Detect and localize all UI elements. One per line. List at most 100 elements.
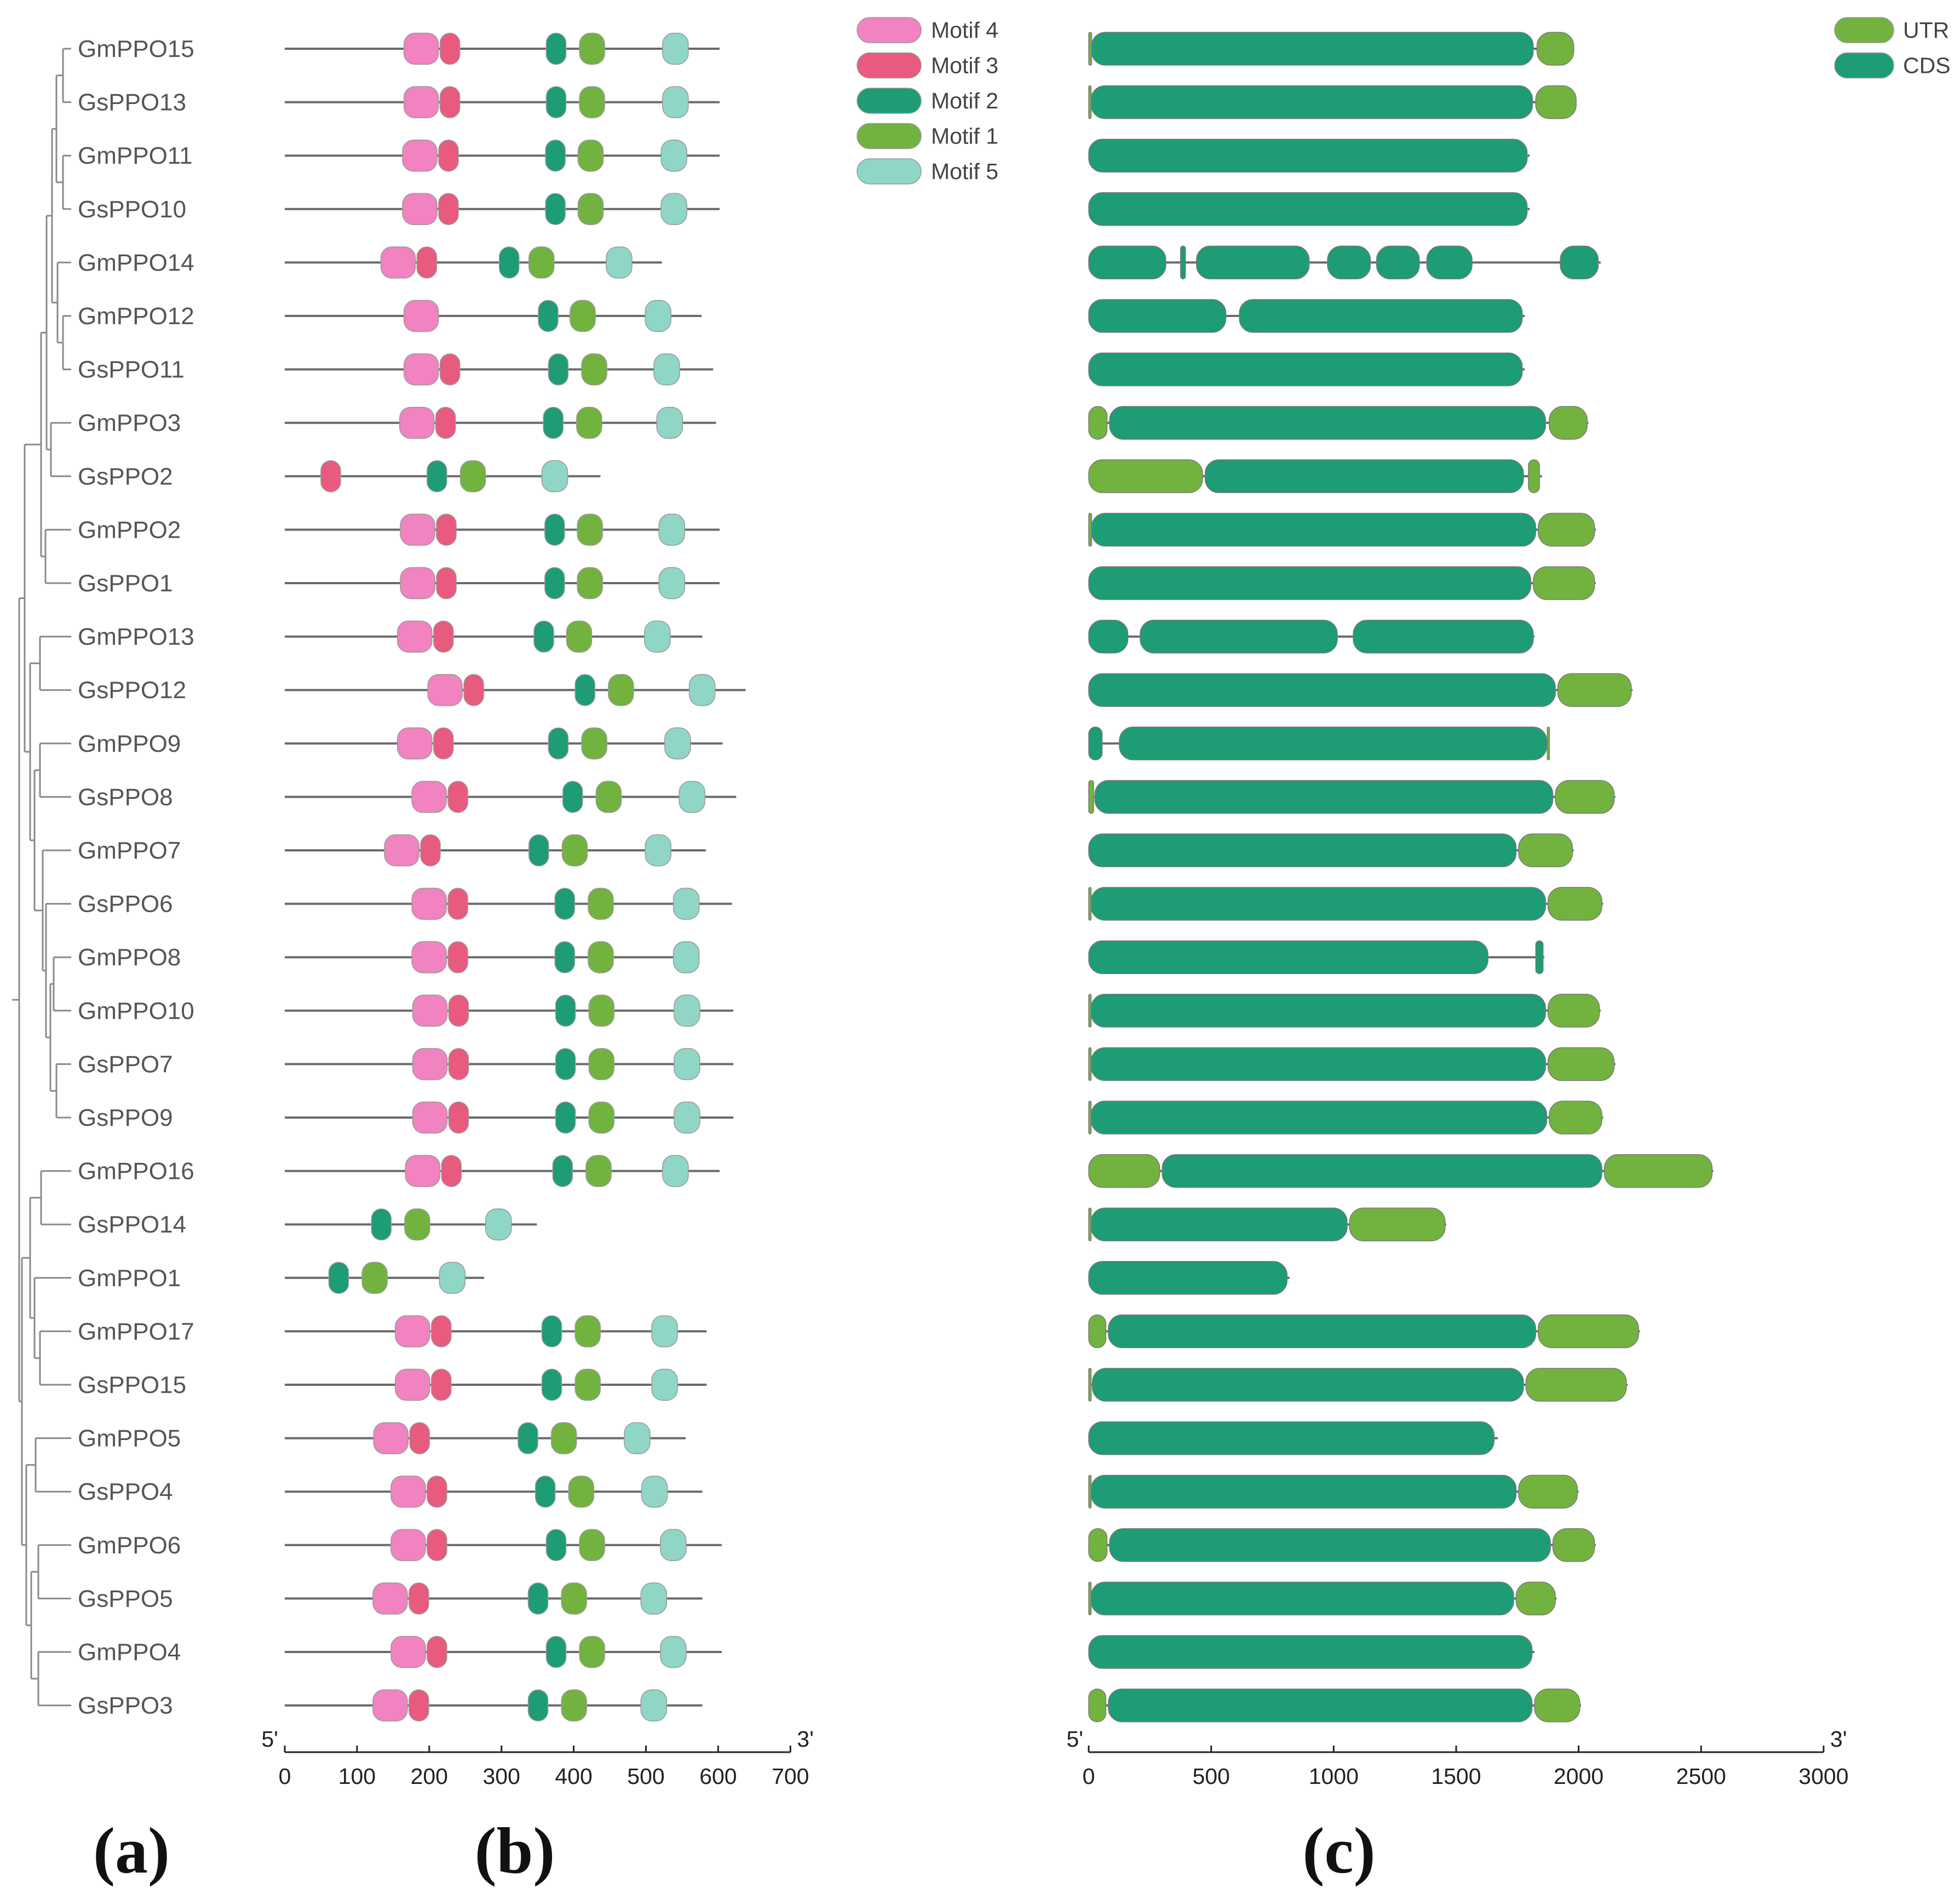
cds-segment bbox=[1090, 1047, 1546, 1081]
utr-segment bbox=[1088, 1314, 1107, 1349]
motif-m2 bbox=[541, 1315, 562, 1348]
gene-label: GmPPO1 bbox=[78, 1265, 181, 1292]
motif-m2 bbox=[545, 193, 566, 226]
motif-m2 bbox=[555, 1101, 576, 1134]
axis-tick-label: 1000 bbox=[1309, 1764, 1359, 1789]
motif-m2 bbox=[427, 460, 447, 493]
axis-tick-label: 1500 bbox=[1431, 1764, 1481, 1789]
motif-m1 bbox=[404, 1208, 430, 1241]
cds-segment bbox=[1088, 566, 1532, 600]
cds-segment bbox=[1088, 833, 1517, 867]
legend-label: Motif 5 bbox=[931, 159, 998, 184]
motif-m5 bbox=[645, 300, 671, 332]
motif-m1 bbox=[579, 32, 605, 65]
gene-label: GsPPO6 bbox=[78, 891, 173, 918]
motif-m3 bbox=[448, 1048, 469, 1080]
motif-m3 bbox=[431, 1315, 452, 1348]
gene-label: GmPPO7 bbox=[78, 837, 181, 864]
motif-m3 bbox=[433, 727, 454, 760]
cds-segment bbox=[1090, 1475, 1517, 1509]
motif-m5 bbox=[679, 781, 705, 813]
motif-m3 bbox=[447, 941, 468, 974]
motif-m1 bbox=[588, 994, 615, 1027]
motif-m5 bbox=[660, 1636, 687, 1668]
motif-m4 bbox=[402, 193, 438, 226]
motif-m5 bbox=[658, 514, 685, 546]
motif-m1 bbox=[574, 1368, 601, 1401]
cds-segment bbox=[1090, 1581, 1514, 1616]
motif-m1 bbox=[528, 246, 555, 279]
motif-m4 bbox=[372, 1689, 408, 1721]
cds-segment bbox=[1088, 727, 1103, 761]
motif-m1 bbox=[568, 1475, 595, 1508]
gene-label: GmPPO12 bbox=[78, 303, 194, 330]
utr-segment bbox=[1518, 833, 1573, 867]
motif-m5 bbox=[640, 1582, 668, 1615]
motif-m5 bbox=[660, 193, 687, 226]
motif-m1 bbox=[585, 1155, 612, 1187]
motif-m2 bbox=[552, 1155, 573, 1187]
gene-label: GsPPO5 bbox=[78, 1585, 173, 1612]
gene-label: GsPPO9 bbox=[78, 1104, 173, 1131]
cds-segment bbox=[1091, 1368, 1524, 1402]
motif-m1 bbox=[561, 1689, 587, 1721]
motif-m1 bbox=[588, 941, 614, 974]
motif-m4 bbox=[397, 620, 433, 653]
motif-m4 bbox=[372, 1582, 408, 1615]
legend-swatch-utr bbox=[1834, 17, 1894, 43]
utr-segment bbox=[1088, 780, 1094, 814]
motif-m5 bbox=[541, 460, 568, 493]
gene-label: GmPPO17 bbox=[78, 1318, 194, 1345]
motif-m1 bbox=[581, 353, 607, 385]
motif-m5 bbox=[439, 1262, 466, 1294]
axis-tick-label: 200 bbox=[411, 1764, 448, 1789]
legend-swatch-cds bbox=[1834, 52, 1894, 79]
axis-tick-label: 700 bbox=[772, 1764, 809, 1789]
cds-segment bbox=[1088, 1635, 1533, 1669]
motif-m5 bbox=[674, 1048, 700, 1080]
motif-m4 bbox=[400, 514, 435, 546]
cds-segment bbox=[1088, 192, 1528, 226]
motif-m2 bbox=[545, 86, 567, 118]
utr-segment bbox=[1603, 1154, 1713, 1188]
cds-segment bbox=[1088, 299, 1227, 333]
motif-m1 bbox=[570, 300, 596, 332]
motif-m1 bbox=[579, 86, 605, 118]
motif-m4 bbox=[397, 727, 433, 760]
legend-label: Motif 4 bbox=[931, 18, 998, 43]
utr-segment bbox=[1349, 1207, 1446, 1241]
legend-swatch-m5 bbox=[857, 158, 922, 185]
utr-segment bbox=[1557, 673, 1632, 707]
axis-tick-label: 600 bbox=[699, 1764, 737, 1789]
cds-segment bbox=[1088, 245, 1166, 280]
tree-branch bbox=[40, 1170, 71, 1225]
utr-segment bbox=[1547, 727, 1550, 761]
motif-m1 bbox=[608, 673, 634, 706]
gene-label: GmPPO14 bbox=[78, 249, 194, 276]
structure-legend: UTR CDS bbox=[1834, 17, 1951, 79]
motif-m3 bbox=[427, 1636, 447, 1668]
utr-segment bbox=[1547, 886, 1602, 921]
gene-label: GmPPO3 bbox=[78, 410, 181, 436]
axis-tick-label: 3000 bbox=[1798, 1764, 1848, 1789]
motif-m4 bbox=[411, 941, 447, 974]
legend-label: Motif 1 bbox=[931, 124, 998, 149]
motif-m5 bbox=[653, 353, 680, 385]
tree-branch bbox=[62, 154, 71, 210]
utr-segment bbox=[1535, 85, 1577, 119]
motif-m3 bbox=[436, 514, 457, 546]
motif-m4 bbox=[411, 781, 447, 813]
motif-m3 bbox=[420, 834, 441, 867]
utr-segment bbox=[1088, 406, 1108, 440]
motif-m5 bbox=[606, 246, 633, 279]
gene-label: GsPPO4 bbox=[78, 1478, 173, 1505]
cds-segment bbox=[1094, 780, 1554, 814]
gene-label: GmPPO9 bbox=[78, 730, 181, 757]
cds-segment bbox=[1353, 619, 1534, 654]
motif-m5 bbox=[658, 567, 685, 600]
cds-segment bbox=[1088, 673, 1556, 707]
gene-label: GsPPO10 bbox=[78, 196, 186, 223]
motif-m3 bbox=[409, 1422, 430, 1454]
motif-m2 bbox=[544, 514, 565, 546]
